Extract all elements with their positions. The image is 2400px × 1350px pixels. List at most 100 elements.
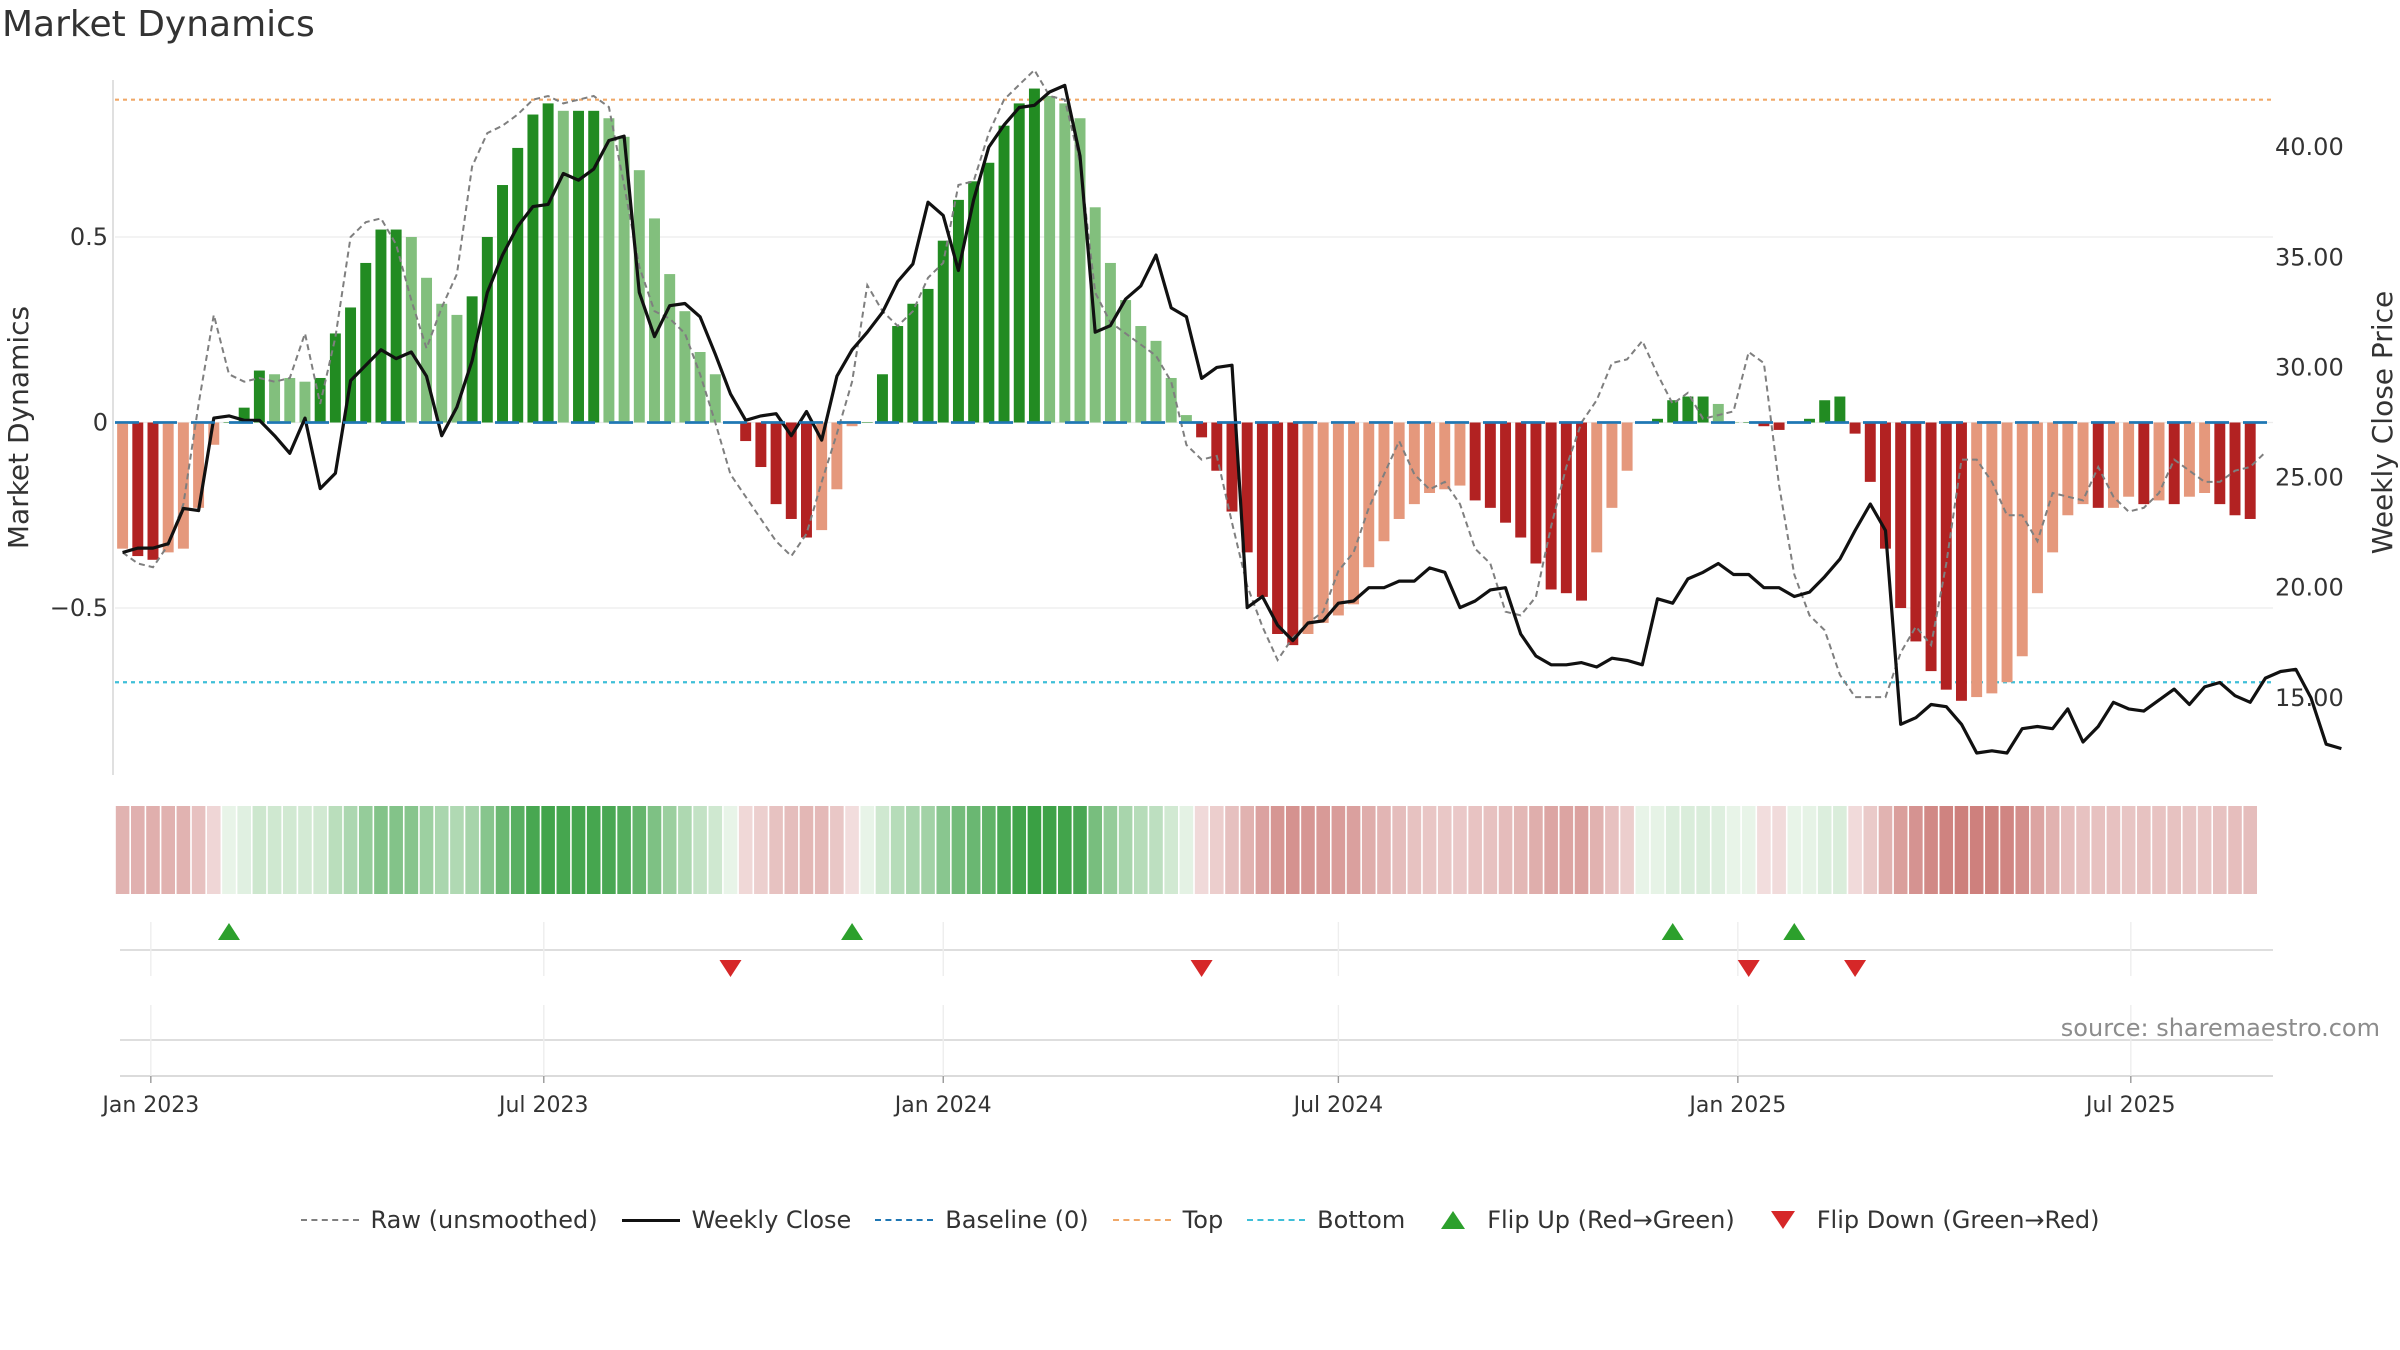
x-tick-label: Jul 2024 (1292, 1093, 1384, 1118)
dynamics-bar (1986, 422, 1998, 694)
flip-up-marker (1783, 923, 1806, 940)
heatstrip-cell (769, 806, 783, 894)
heatstrip-cell (693, 806, 707, 894)
heatstrip-cell (1255, 806, 1270, 894)
heatstrip-cell (1027, 806, 1042, 894)
dynamics-bar (588, 110, 600, 423)
legend-label: Flip Down (Green→Red) (1816, 1206, 2100, 1234)
heatstrip-cell (2243, 806, 2258, 894)
dynamics-bar (451, 314, 463, 423)
heatstrip-cell (389, 806, 403, 894)
right-tick-label: 20.00 (2275, 574, 2344, 602)
weekly-close-line (122, 83, 2342, 755)
dynamics-bar (512, 147, 524, 423)
heatstrip-cell (404, 806, 419, 894)
heatstrip-cell (1589, 806, 1604, 894)
heatstrip-cell (2167, 806, 2182, 894)
heatstrip-cell (1270, 806, 1285, 894)
dynamics-bar (2062, 422, 2074, 516)
legend-line-swatch (621, 1218, 680, 1222)
dynamics-bar (1150, 340, 1162, 423)
dynamics-bar (1332, 422, 1344, 616)
x-tick-label: Jan 2025 (1687, 1093, 1786, 1118)
dynamics-bars (117, 88, 2256, 701)
right-tick-label: 30.00 (2275, 353, 2344, 381)
dynamics-bar (421, 277, 433, 423)
legend-label: Flip Up (Red→Green) (1487, 1206, 1735, 1234)
heatstrip-cell (1969, 806, 1984, 894)
dynamics-bar (1044, 95, 1056, 423)
dynamics-bar (922, 288, 934, 423)
heatstrip-cell (1316, 806, 1330, 894)
axis-labels: Market Dynamics Weekly Close Price (2, 291, 2399, 554)
time-axis-panel: Jan 2023 Jul 2023 Jan 2024 Jul 2024 Jan 2025… (100, 1005, 2273, 1118)
heatstrip-cell (191, 806, 206, 894)
dynamics-bar (117, 422, 129, 549)
heatstrip-cell (450, 806, 464, 894)
heatstrip-cell (1483, 806, 1498, 894)
heatstrip-cell (830, 806, 844, 894)
heatstrip-cell (602, 806, 616, 894)
dynamics-bar (573, 110, 584, 423)
dynamics-bar (375, 229, 387, 423)
legend-item: Flip Up (Red→Green) (1429, 1206, 1735, 1234)
heatstrip-cell (1878, 806, 1893, 894)
dynamics-bar (1758, 422, 1770, 427)
triangle-down-icon (1770, 1211, 1795, 1229)
dynamics-bar (2016, 422, 2028, 657)
heatstrip-cell (1681, 806, 1695, 894)
heatstrip-cell (1985, 806, 1999, 894)
dynamics-bar (801, 422, 812, 538)
flip-down-marker (1737, 960, 1760, 977)
dynamics-bar (1500, 422, 1512, 523)
dynamics-bar (2183, 422, 2195, 497)
heatstrip-cell (1149, 806, 1163, 894)
heatstrip-cell (2015, 806, 2030, 894)
dynamics-bar (542, 103, 554, 423)
raw-series-line (122, 68, 2267, 699)
dynamics-bar (1667, 400, 1679, 423)
heatstrip-cell (541, 806, 555, 894)
dynamics-bar (831, 422, 843, 490)
heatstrip-cell (2228, 806, 2242, 894)
heatstrip-cell (526, 806, 540, 894)
heatstrip-cell (2137, 806, 2151, 894)
dynamics-bar (1074, 118, 1086, 423)
legend-item: Bottom (1247, 1206, 1405, 1234)
heatstrip-cell (1179, 806, 1194, 894)
dynamics-bar (861, 422, 873, 423)
heatstrip-cell (1513, 806, 1528, 894)
heatstrip-cell (2000, 806, 2014, 894)
heatstrip-cell (1346, 806, 1361, 894)
heatstrip-cell (282, 806, 297, 894)
heatstrip-cell (1088, 806, 1103, 894)
dynamics-bar (816, 422, 828, 531)
dynamics-bar (223, 422, 235, 423)
heatstrip-cell (2091, 806, 2106, 894)
heatstrip-cell (1802, 806, 1817, 894)
heatstrip-cell (1559, 806, 1574, 894)
heatstrip-cell (1620, 806, 1634, 894)
dynamics-bar (162, 422, 174, 553)
dynamics-bar (2123, 422, 2135, 497)
heatstrip-cell (2076, 806, 2090, 894)
dynamics-bar (785, 422, 797, 519)
dynamics-bar (998, 125, 1010, 423)
heatstrip-cell (1711, 806, 1726, 894)
heatstrip-cell (1848, 806, 1862, 894)
dynamics-bar (1560, 422, 1572, 594)
dynamics-bar (1773, 422, 1785, 430)
x-tick-label: Jul 2025 (2084, 1093, 2176, 1118)
dynamics-bar (1363, 422, 1375, 568)
heatstrip-cell (2030, 806, 2045, 894)
dynamics-bar (2047, 422, 2059, 553)
dynamics-bar (1925, 422, 1937, 672)
dynamics-bar (269, 374, 281, 423)
heatstrip-cell (966, 806, 981, 894)
heatstrip-cell (1650, 806, 1665, 894)
dynamics-bar (1530, 422, 1542, 564)
heatstrip-cell (799, 806, 814, 894)
left-tick-label: 0 (93, 409, 108, 437)
dynamics-bar (208, 422, 220, 445)
heatstrip-cell (1787, 806, 1802, 894)
